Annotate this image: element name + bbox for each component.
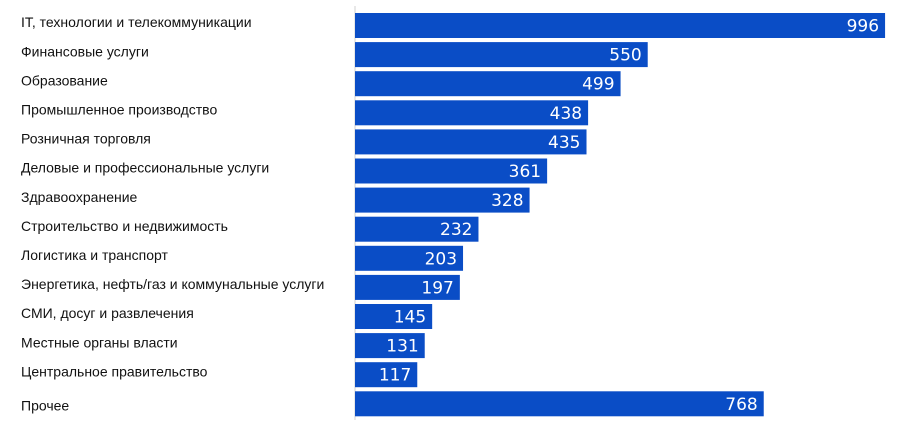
value-label: 550: [609, 46, 641, 66]
value-label: 435: [548, 133, 580, 153]
category-label: Логистика и транспорт: [21, 247, 169, 263]
bar: [355, 304, 433, 329]
category-label: Образование: [21, 72, 108, 88]
category-label: СМИ, досуг и развлечения: [21, 305, 194, 321]
category-label: Местные органы власти: [21, 334, 178, 350]
bars-group: [355, 13, 886, 417]
value-label: 361: [509, 162, 541, 182]
bar: [355, 42, 648, 68]
bar: [355, 391, 764, 417]
category-label: IT, технологии и телекоммуникации: [21, 14, 252, 30]
value-label: 232: [440, 220, 472, 240]
value-label: 131: [386, 337, 418, 357]
bar: [355, 187, 530, 213]
category-label: Здравоохранение: [21, 189, 138, 205]
value-label: 197: [421, 278, 453, 298]
bar: [355, 362, 418, 388]
category-label: Розничная торговля: [21, 131, 151, 147]
category-label: Финансовые услуги: [21, 43, 149, 59]
bar: [355, 129, 587, 155]
category-label: Промышленное производство: [21, 102, 217, 118]
bar: [355, 333, 425, 359]
value-label: 438: [550, 104, 582, 124]
bar: [355, 71, 621, 97]
bar: [355, 274, 460, 300]
category-label: Энергетика, нефть/газ и коммунальные усл…: [21, 276, 324, 292]
value-label: 117: [379, 366, 411, 386]
bar: [355, 216, 479, 242]
category-labels-group: IT, технологии и телекоммуникации Финансо…: [21, 14, 324, 413]
value-label: 768: [725, 395, 757, 415]
value-label: 499: [582, 75, 614, 95]
value-label: 145: [394, 308, 426, 328]
bar: [355, 158, 548, 184]
value-label: 203: [425, 249, 457, 269]
value-label: 996: [847, 17, 879, 37]
category-label: Строительство и недвижимость: [21, 218, 228, 234]
category-label: Прочее: [21, 398, 69, 414]
category-label: Деловые и профессиональные услуги: [21, 160, 269, 176]
bar: [355, 100, 589, 126]
bar: [355, 245, 464, 271]
category-label: Центральное правительство: [21, 363, 208, 379]
bar: [355, 13, 886, 38]
value-label: 328: [491, 191, 523, 211]
